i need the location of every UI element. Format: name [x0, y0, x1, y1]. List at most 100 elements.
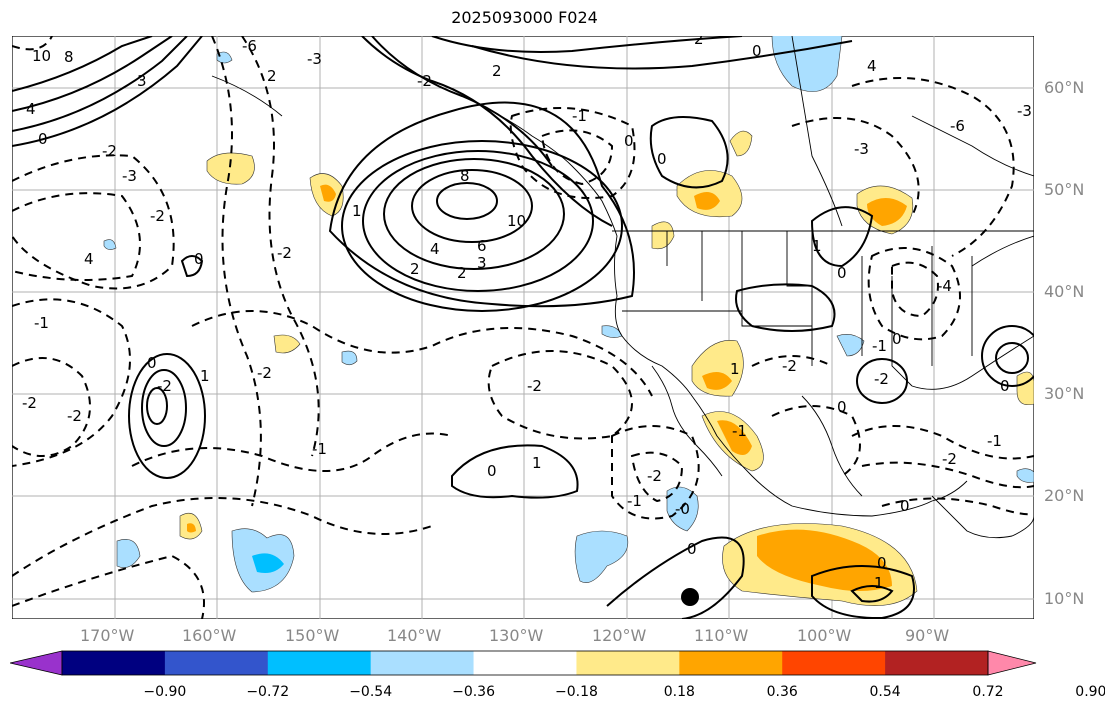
lat-label: 20°N [1044, 486, 1085, 505]
contour-label: -1 [627, 492, 642, 510]
lon-label: 120°W [592, 626, 647, 645]
contour-label: 0 [38, 130, 48, 148]
colorbar-tick-label: 0.72 [972, 684, 1004, 700]
contour-label: -3 [307, 50, 322, 68]
lon-label: 110°W [694, 626, 749, 645]
dashed-contours [12, 36, 1034, 619]
colorbar-segment [267, 651, 372, 675]
contour-label: -1 [732, 422, 747, 440]
colorbar-segment [576, 651, 680, 675]
contour-label: -2 [150, 207, 165, 225]
contour-label: 0 [487, 462, 497, 480]
contour-label: 0 [657, 150, 667, 168]
colorbar-segment [885, 651, 989, 675]
contour-label: 0 [1000, 377, 1010, 395]
contour-label: -2 [257, 364, 272, 382]
contour-label: -2 [874, 370, 889, 388]
contour-label: 1 [730, 360, 740, 378]
contour-label: -3 [122, 167, 137, 185]
colorbar-tick-label: −0.90 [143, 684, 187, 700]
lon-label: 150°W [285, 626, 340, 645]
contour-label: 0 [837, 398, 847, 416]
lat-label: 60°N [1044, 78, 1085, 97]
colorbar-segment [473, 651, 577, 675]
solid-contours [12, 36, 1034, 619]
colorbar-tick-label: 0.90 [1075, 684, 1105, 700]
contour-label: 10 [32, 47, 51, 65]
contour-label: 2 [267, 67, 277, 85]
storm-center-marker [681, 588, 699, 606]
contour-label: 3 [137, 72, 147, 90]
colorbar-segment [62, 651, 166, 675]
contour-label: 3 [477, 254, 487, 272]
contour-label: -2 [102, 142, 117, 160]
map-panel: 8 10 6 4 2 2 3 1 10 8 4 0 3 -6 -3 -2 2 2… [12, 36, 1034, 619]
contour-label: 2 [410, 260, 420, 278]
contour-labels: 8 10 6 4 2 2 3 1 10 8 4 0 3 -6 -3 -2 2 2… [22, 36, 1032, 592]
gridlines [12, 36, 1034, 619]
colorbar-extend-min [10, 650, 63, 676]
contour-label: -2 [157, 377, 172, 395]
lon-label: 90°W [905, 626, 950, 645]
contour-label: -2 [67, 407, 82, 425]
contour-label: 0 [900, 497, 910, 515]
contour-label: -6 [242, 37, 257, 55]
contour-label: -6 [950, 117, 965, 135]
contour-label: 1 [200, 367, 210, 385]
contour-label: 2 [457, 264, 467, 282]
contour-label: 0 [194, 250, 204, 268]
contour-label: 0 [687, 540, 697, 558]
contour-label: -4 [937, 277, 952, 295]
contour-label: -2 [417, 72, 432, 90]
colorbar-tick-label: −0.72 [246, 684, 290, 700]
colorbar-tick-label: −0.36 [452, 684, 495, 700]
contour-label: 4 [84, 250, 94, 268]
contour-label: -1 [872, 337, 887, 355]
contour-label: -0 [675, 500, 690, 518]
colorbar-segment [679, 651, 783, 675]
contour-label: -2 [277, 244, 292, 262]
contour-label: 4 [867, 57, 877, 75]
contour-label: -2 [527, 377, 542, 395]
lon-label: 140°W [387, 626, 442, 645]
colorbar-segment [164, 651, 269, 675]
lat-label: 40°N [1044, 282, 1085, 301]
colorbar-segment [370, 651, 475, 675]
contour-label: 4 [430, 240, 440, 258]
contour-label: 0 [877, 554, 887, 572]
contour-label: -3 [1017, 102, 1032, 120]
contour-label: 4 [26, 100, 36, 118]
contour-label: -2 [942, 450, 957, 468]
coastlines [211, 36, 1034, 539]
contour-label: 6 [477, 237, 487, 255]
contour-label: 10 [507, 212, 526, 230]
lat-label: 10°N [1044, 589, 1085, 608]
contour-label: 1 [352, 202, 362, 220]
colorbar-tick-label: 0.36 [766, 684, 798, 700]
contour-label: -3 [854, 140, 869, 158]
contour-label: 2 [492, 62, 502, 80]
contour-label: 0 [837, 264, 847, 282]
contour-label: -1 [572, 107, 587, 125]
colorbar-segment [782, 651, 886, 675]
colorbar-tick-label: 0.54 [869, 684, 901, 700]
contour-label: 2 [694, 36, 704, 48]
figure-title: 2025093000 F024 [451, 8, 598, 27]
contour-label: 1 [874, 574, 884, 592]
lat-label: 50°N [1044, 180, 1085, 199]
contour-label: -1 [987, 432, 1002, 450]
lat-label: 30°N [1044, 384, 1085, 403]
contour-label: -1 [312, 440, 327, 458]
colorbar-tick-label: 0.18 [663, 684, 695, 700]
lon-label: 130°W [489, 626, 544, 645]
contour-label: 0 [624, 132, 634, 150]
colorbar-tick-label: −0.54 [349, 684, 393, 700]
lon-label: 160°W [182, 626, 237, 645]
colorbar-extend-max [987, 650, 1037, 676]
lon-label: 100°W [797, 626, 852, 645]
contour-label: 0 [752, 42, 762, 60]
contour-label: 8 [64, 48, 74, 66]
contour-label: 0 [892, 330, 902, 348]
contour-label: 1 [532, 454, 542, 472]
contour-label: 0 [147, 354, 157, 372]
